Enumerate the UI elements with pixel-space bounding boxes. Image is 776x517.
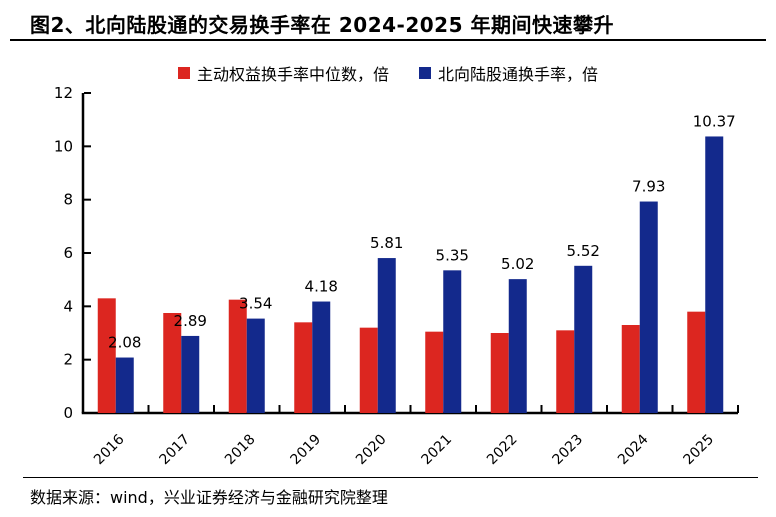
data-label-2018: 3.54 — [239, 295, 272, 313]
legend-swatch-icon — [177, 67, 190, 79]
x-axis-label-2024: 2024 — [615, 431, 652, 468]
x-axis-label-group: 2019 — [288, 432, 325, 469]
x-axis-label-2021: 2021 — [419, 432, 456, 469]
x-axis-label-2022: 2022 — [484, 432, 521, 469]
x-axis-label-group: 2017 — [157, 432, 194, 469]
y-axis-tick-label: 8 — [63, 191, 73, 209]
bar-2022-northbound — [508, 279, 527, 413]
bar-2024-active-equity — [621, 325, 640, 413]
bar-2024-northbound — [639, 201, 658, 413]
y-axis-tick-label: 6 — [63, 244, 73, 262]
y-axis-tick-label: 4 — [63, 297, 73, 315]
x-axis-label-2018: 2018 — [222, 432, 259, 469]
x-axis-label-2025: 2025 — [681, 432, 718, 469]
bar-2018-active-equity — [228, 299, 247, 413]
data-label-2019: 4.18 — [305, 278, 338, 296]
x-axis-label-group: 2025 — [681, 432, 718, 469]
y-axis-tick-label: 10 — [54, 137, 73, 155]
legend-swatch-icon — [419, 67, 431, 79]
y-axis-tick-label: 2 — [63, 351, 73, 369]
data-label-2024: 7.93 — [632, 178, 665, 196]
data-label-2017: 2.89 — [174, 312, 207, 330]
legend-item-active-equity-median: 主动权益换手率中位数，倍 — [177, 61, 389, 85]
figure-title: 图2、北向陆股通的交易换手率在 2024-2025 年期间快速攀升 — [30, 13, 614, 37]
y-axis-tick-label: 0 — [63, 404, 73, 422]
data-label-2021: 5.35 — [436, 246, 469, 264]
x-axis-label-2017: 2017 — [157, 432, 194, 469]
title-divider — [10, 39, 766, 41]
bar-2016-northbound — [115, 357, 134, 413]
data-label-2025: 10.37 — [693, 112, 736, 130]
x-axis-label-group: 2024 — [615, 431, 652, 468]
x-axis-label-group: 2016 — [91, 431, 128, 468]
x-axis-label-2020: 2020 — [353, 432, 390, 469]
bar-2025-active-equity — [687, 311, 706, 413]
bar-2025-northbound — [705, 136, 724, 413]
bar-2021-northbound — [443, 270, 462, 413]
bar-chart: 0 2 4 6 8 10 12 2.08 2016 2.89 2017 3.54 2018 4.18 201… — [54, 85, 739, 469]
footer-divider — [23, 477, 758, 478]
bar-2023-active-equity — [556, 330, 575, 413]
bar-2021-active-equity — [425, 331, 444, 413]
bar-2020-northbound — [377, 258, 396, 413]
bar-2018-northbound — [246, 318, 265, 413]
chart-legend: 主动权益换手率中位数，倍 北向陆股通换手率，倍 — [0, 61, 776, 85]
x-axis-label-group: 2018 — [222, 432, 259, 469]
bar-2023-northbound — [574, 265, 593, 413]
data-source-note: 数据来源：wind，兴业证券经济与金融研究院整理 — [30, 488, 388, 507]
data-label-2020: 5.81 — [370, 234, 403, 252]
x-axis-label-2023: 2023 — [550, 432, 587, 469]
x-axis-label-group: 2023 — [550, 432, 587, 469]
bar-2022-active-equity — [490, 333, 509, 413]
bar-2019-active-equity — [294, 322, 313, 413]
x-axis-label-group: 2020 — [353, 432, 390, 469]
bar-2017-northbound — [181, 335, 200, 413]
bar-2017-active-equity — [163, 313, 182, 413]
x-axis-label-2016: 2016 — [91, 431, 128, 468]
x-axis-label-group: 2022 — [484, 432, 521, 469]
legend-label: 北向陆股通换手率，倍 — [438, 65, 599, 84]
data-label-2022: 5.02 — [501, 255, 534, 273]
data-label-2016: 2.08 — [108, 334, 141, 352]
data-label-2023: 5.52 — [567, 242, 600, 260]
legend-label: 主动权益换手率中位数，倍 — [196, 65, 389, 84]
y-axis-tick-label: 12 — [54, 85, 73, 102]
bar-2020-active-equity — [359, 327, 378, 413]
x-axis-label-2019: 2019 — [288, 432, 325, 469]
x-axis-label-group: 2021 — [419, 432, 456, 469]
legend-item-northbound-connect: 北向陆股通换手率，倍 — [419, 61, 598, 85]
bar-2019-northbound — [312, 301, 331, 413]
bar-2016-active-equity — [97, 298, 116, 413]
